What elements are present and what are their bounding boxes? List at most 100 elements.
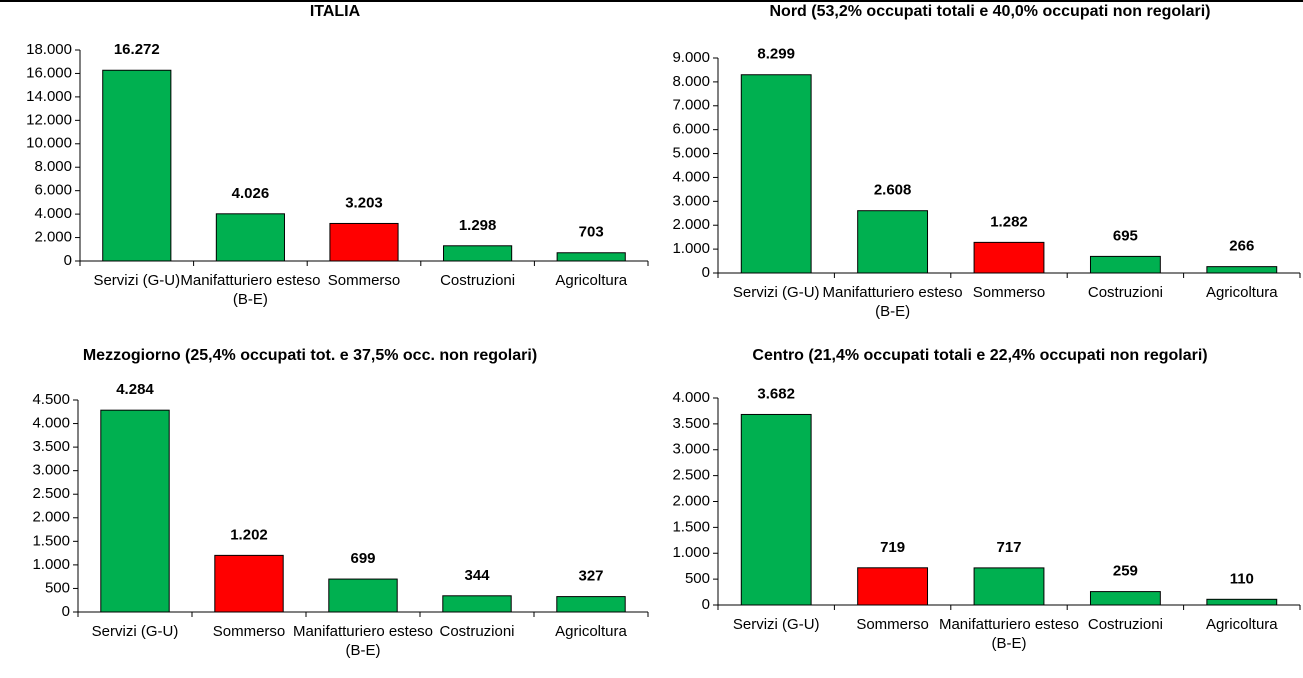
bar (857, 210, 929, 274)
x-tick-label: Servizi (G-U) (93, 272, 180, 289)
y-tick-label: 10.000 (26, 135, 72, 152)
y-tick-label: 5.000 (672, 145, 710, 162)
y-tick-label: 500 (685, 570, 710, 587)
chart-title: Nord (53,2% occupati totali e 40,0% occu… (770, 3, 1211, 20)
y-tick-label: 8.000 (672, 73, 710, 90)
bar (443, 245, 513, 262)
y-tick-label: 16.000 (26, 64, 72, 81)
y-tick-label: 9.000 (672, 49, 710, 66)
y-tick-label: 2.500 (672, 467, 710, 484)
bar (328, 578, 398, 613)
x-tick-label: Costruzioni (439, 623, 514, 640)
bar (1206, 598, 1278, 606)
chart-title: Mezzogiorno (25,4% occupati tot. e 37,5%… (83, 347, 537, 364)
bar (329, 222, 399, 262)
value-label: 717 (996, 539, 1021, 556)
x-tick-label: Servizi (G-U) (733, 284, 820, 301)
y-tick-label: 2.000 (34, 229, 72, 246)
y-tick-label: 6.000 (672, 121, 710, 138)
y-tick-label: 3.500 (672, 415, 710, 432)
y-tick-label: 14.000 (26, 88, 72, 105)
x-tick-label: Agricoltura (555, 623, 627, 640)
bar (100, 409, 170, 613)
x-tick-label: Manifatturiero esteso (B-E) (939, 616, 1079, 652)
chart-title: Centro (21,4% occupati totali e 22,4% oc… (752, 347, 1207, 364)
y-tick-label: 3.500 (32, 438, 70, 455)
value-label: 110 (1230, 570, 1254, 587)
x-tick-label: Agricoltura (1206, 616, 1278, 633)
bar (740, 413, 812, 606)
value-label: 703 (579, 224, 604, 241)
y-tick-label: 0 (64, 252, 72, 269)
bar (214, 554, 284, 613)
y-tick-label: 1.500 (32, 532, 70, 549)
value-label: 719 (880, 539, 905, 556)
y-tick-label: 8.000 (34, 158, 72, 175)
value-label: 695 (1113, 227, 1138, 244)
value-label: 8.299 (757, 46, 795, 63)
y-tick-label: 2.000 (672, 216, 710, 233)
value-label: 1.202 (230, 526, 268, 543)
value-label: 699 (350, 550, 375, 567)
y-tick-label: 500 (45, 579, 70, 596)
y-tick-label: 1.500 (672, 518, 710, 535)
x-tick-label: Sommerso (328, 272, 401, 289)
y-tick-label: 4.000 (672, 389, 710, 406)
x-tick-label: Manifatturiero esteso (B-E) (293, 623, 433, 659)
value-label: 3.203 (345, 194, 383, 211)
value-label: 4.026 (232, 185, 270, 202)
value-label: 1.282 (990, 213, 1028, 230)
x-tick-label: Costruzioni (1088, 616, 1163, 633)
y-tick-label: 2.000 (672, 492, 710, 509)
value-label: 1.298 (459, 217, 497, 234)
bar (857, 567, 929, 606)
value-label: 2.608 (874, 182, 912, 199)
bar (215, 213, 285, 262)
value-label: 259 (1113, 563, 1138, 580)
bar (1089, 255, 1161, 274)
value-label: 3.682 (757, 385, 795, 402)
y-tick-label: 0 (62, 603, 70, 620)
bar (1206, 266, 1278, 274)
y-tick-label: 4.000 (672, 168, 710, 185)
bar (556, 596, 626, 613)
y-tick-label: 4.000 (34, 205, 72, 222)
value-label: 4.284 (116, 381, 154, 398)
x-tick-label: Agricoltura (555, 272, 627, 289)
bar (973, 567, 1045, 606)
y-tick-label: 4.500 (32, 391, 70, 408)
y-tick-label: 12.000 (26, 111, 72, 128)
bar (442, 595, 512, 613)
bar (556, 252, 626, 262)
x-tick-label: Sommerso (856, 616, 929, 633)
bar (102, 69, 172, 262)
x-tick-label: Agricoltura (1206, 284, 1278, 301)
x-tick-label: Manifatturiero esteso (B-E) (823, 284, 963, 320)
y-tick-label: 4.000 (32, 415, 70, 432)
x-tick-label: Sommerso (213, 623, 286, 640)
y-tick-label: 18.000 (26, 41, 72, 58)
value-label: 344 (464, 567, 490, 584)
y-tick-label: 0 (702, 596, 710, 613)
bar (1089, 591, 1161, 606)
bar (740, 74, 812, 274)
y-tick-label: 0 (702, 264, 710, 281)
y-tick-label: 1.000 (32, 556, 70, 573)
x-tick-label: Servizi (G-U) (92, 623, 179, 640)
y-tick-label: 7.000 (672, 97, 710, 114)
y-tick-label: 6.000 (34, 182, 72, 199)
value-label: 16.272 (114, 41, 160, 58)
x-tick-label: Servizi (G-U) (733, 616, 820, 633)
y-tick-label: 3.000 (672, 192, 710, 209)
y-tick-label: 3.000 (32, 462, 70, 479)
bar (973, 241, 1045, 274)
x-tick-label: Costruzioni (1088, 284, 1163, 301)
x-tick-label: Manifatturiero esteso (B-E) (180, 272, 320, 308)
y-tick-label: 2.000 (32, 509, 70, 526)
y-tick-label: 3.000 (672, 441, 710, 458)
chart-title: ITALIA (310, 3, 361, 20)
value-label: 327 (578, 568, 603, 585)
y-tick-label: 1.000 (672, 240, 710, 257)
y-tick-label: 2.500 (32, 485, 70, 502)
